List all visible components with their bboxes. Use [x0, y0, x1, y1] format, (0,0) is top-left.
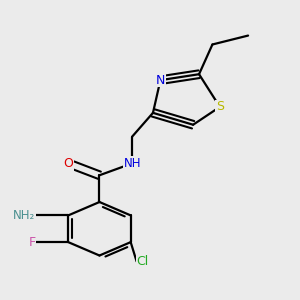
Text: NH₂: NH₂ [13, 209, 36, 222]
Text: NH: NH [123, 157, 141, 170]
Text: N: N [156, 74, 165, 87]
Text: O: O [63, 157, 73, 170]
Text: S: S [216, 100, 224, 113]
Text: Cl: Cl [136, 255, 149, 268]
Text: F: F [28, 236, 36, 249]
